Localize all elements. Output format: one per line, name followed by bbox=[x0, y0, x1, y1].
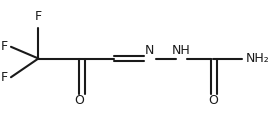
Text: O: O bbox=[209, 94, 218, 107]
Text: O: O bbox=[74, 94, 84, 107]
Text: N: N bbox=[145, 44, 154, 57]
Text: NH₂: NH₂ bbox=[246, 52, 270, 65]
Text: NH: NH bbox=[171, 44, 190, 57]
Text: F: F bbox=[35, 10, 42, 23]
Text: F: F bbox=[1, 71, 8, 84]
Text: F: F bbox=[1, 40, 8, 53]
